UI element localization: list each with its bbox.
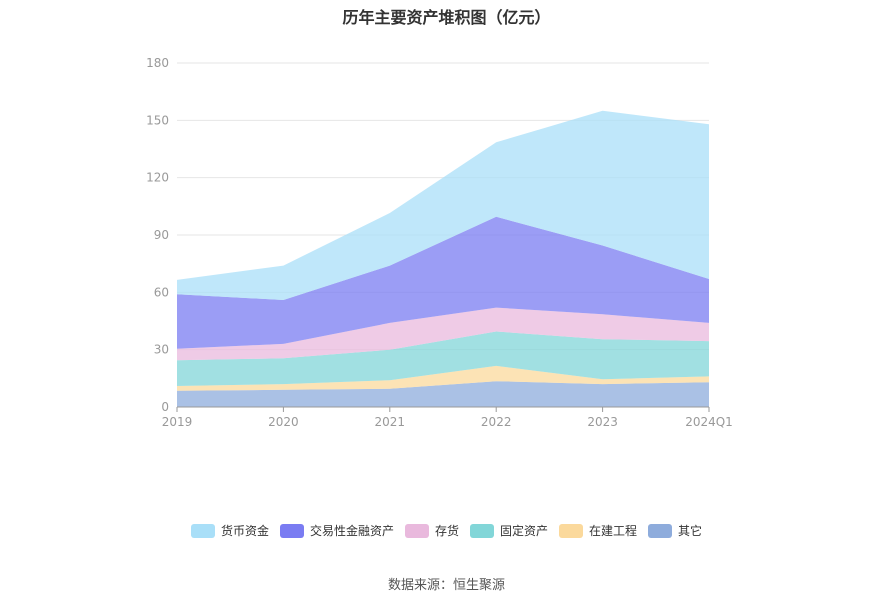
area-series-3 [177,307,709,361]
area-series-1 [177,365,709,391]
x-tick-label: 2020 [268,415,299,429]
x-tick-label: 2021 [375,415,406,429]
axes: 0 30 60 90 120 150 180 2019 2020 2021 2022 2023 2024… [146,56,733,429]
x-tick-label: 2019 [162,415,193,429]
legend-swatch [190,523,215,538]
legend-swatch [559,523,584,538]
legend-label: 交易性金融资产 [309,524,394,538]
legend-item[interactable]: 交易性金融资产 [279,522,394,539]
legend-swatch [404,523,429,538]
y-tick-label: 150 [146,113,169,127]
y-tick-label: 0 [161,400,169,414]
legend-label: 在建工程 [589,524,638,538]
legend-label: 固定资产 [500,524,549,538]
legend-item[interactable]: 存货 [404,522,459,539]
y-tick-label: 90 [154,228,169,242]
x-tick-label: 2022 [481,415,512,429]
area-series [177,110,709,407]
area-series-4 [177,216,709,349]
stacked-area-chart: 0 30 60 90 120 150 180 2019 2020 2021 2022 2023 2024… [146,56,733,429]
legend-swatch [470,523,494,538]
legend-label: 其它 [678,524,703,538]
legend-item[interactable]: 固定资产 [470,522,548,539]
area-series-5 [177,110,709,300]
legend-label: 存货 [434,524,459,538]
legend-label: 货币资金 [220,524,269,538]
legend-item[interactable]: 在建工程 [559,522,637,539]
legend-swatch [279,523,304,538]
legend-item[interactable]: 货币资金 [190,522,269,539]
x-tick-label: 2023 [587,415,618,429]
y-tick-label: 120 [146,171,169,185]
y-tick-label: 180 [146,56,169,70]
y-tick-label: 60 [154,285,169,299]
legend-item[interactable]: 其它 [648,522,702,539]
area-series-0 [177,381,709,407]
chart-title: 历年主要资产堆积图（亿元） [342,8,551,27]
x-tick-label: 2024Q1 [685,415,733,429]
data-source: 数据来源：恒生聚源 [387,578,505,593]
area-series-2 [177,331,709,386]
legend-swatch [648,523,673,538]
legend: 货币资金 交易性金融资产 存货 固定资产 在建工程 其它 [0,522,893,539]
y-tick-label: 30 [154,343,169,357]
